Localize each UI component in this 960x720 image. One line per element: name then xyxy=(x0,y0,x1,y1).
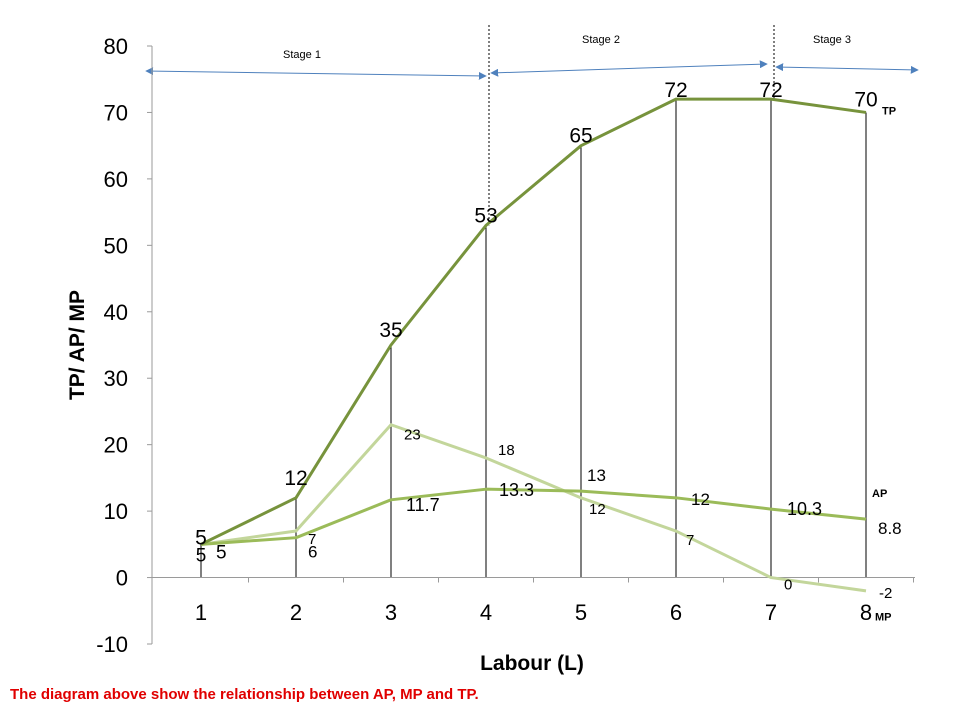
stage-label: Stage 2 xyxy=(582,34,620,46)
tp-data-label: 70 xyxy=(854,88,877,111)
y-tick-label: 80 xyxy=(104,34,128,59)
y-tick-label: 30 xyxy=(104,366,128,391)
y-tick-label: 20 xyxy=(104,433,128,458)
x-tick-label: 2 xyxy=(290,600,302,625)
series-label-mp: MP xyxy=(875,612,892,624)
stage-label: Stage 3 xyxy=(813,34,851,46)
series-line-ap xyxy=(200,487,867,546)
x-tick-label: 3 xyxy=(385,600,397,625)
stage-arrows: Stage 1 Stage 2 Stage 3 xyxy=(145,34,919,80)
ap-data-label: 8.8 xyxy=(878,519,902,538)
series-label-ap: AP xyxy=(872,488,887,500)
tp-data-label: 35 xyxy=(379,319,402,342)
mp-data-label: 0 xyxy=(784,577,792,594)
y-tick-label: 0 xyxy=(116,566,128,591)
x-tick-label: 6 xyxy=(670,600,682,625)
x-tick-label: 4 xyxy=(480,600,492,625)
x-tick-label: 5 xyxy=(575,600,587,625)
y-tick-label: 40 xyxy=(104,300,128,325)
ap-data-label: 5 xyxy=(216,542,227,563)
mp-data-label: 12 xyxy=(589,501,606,518)
x-tick-label: 7 xyxy=(765,600,777,625)
stage-label: Stage 1 xyxy=(283,49,321,61)
chart-caption: The diagram above show the relationship … xyxy=(10,686,479,703)
ap-data-label: 12 xyxy=(691,490,710,509)
ap-data-label: 13 xyxy=(587,466,606,485)
tp-data-label: 72 xyxy=(664,79,687,102)
series-labels: TP AP MP xyxy=(872,105,896,623)
series-lines xyxy=(200,97,867,593)
x-tick-label: 8 xyxy=(860,600,872,625)
x-axis-title: Labour (L) xyxy=(480,652,584,675)
ap-data-label: 10.3 xyxy=(787,499,822,519)
mp-data-label: 5 xyxy=(196,545,207,566)
mp-data-label: 7 xyxy=(308,531,316,548)
stage-arrow xyxy=(490,60,768,77)
y-tick-label: -10 xyxy=(96,632,128,657)
mp-data-label: 18 xyxy=(498,442,515,459)
series-label-tp: TP xyxy=(882,105,896,117)
tp-data-label: 72 xyxy=(759,79,782,102)
y-axis-title: TP/ AP/ MP xyxy=(66,290,89,400)
x-tick-label: 1 xyxy=(195,600,207,625)
tp-data-label: 65 xyxy=(569,125,592,148)
y-tick-label: 50 xyxy=(104,233,128,258)
mp-data-label: 23 xyxy=(404,427,421,444)
y-tick-label: 60 xyxy=(104,167,128,192)
tp-data-label: 12 xyxy=(284,467,307,490)
axes xyxy=(151,46,915,644)
ap-data-label: 11.7 xyxy=(406,495,440,515)
mp-data-label: -2 xyxy=(879,585,892,602)
stage-arrow xyxy=(145,67,487,80)
stage-arrow xyxy=(775,63,919,74)
y-tick-label: 10 xyxy=(104,499,128,524)
series-line-mp xyxy=(200,423,867,593)
ap-data-label: 13.3 xyxy=(499,480,534,500)
series-line-tp xyxy=(200,97,867,546)
ap-data-label: 6 xyxy=(308,543,317,562)
tp-data-label: 53 xyxy=(474,204,497,227)
tp-data-label: 5 xyxy=(195,526,207,549)
y-tick-label: 70 xyxy=(104,100,128,125)
mp-data-label: 7 xyxy=(686,532,694,549)
